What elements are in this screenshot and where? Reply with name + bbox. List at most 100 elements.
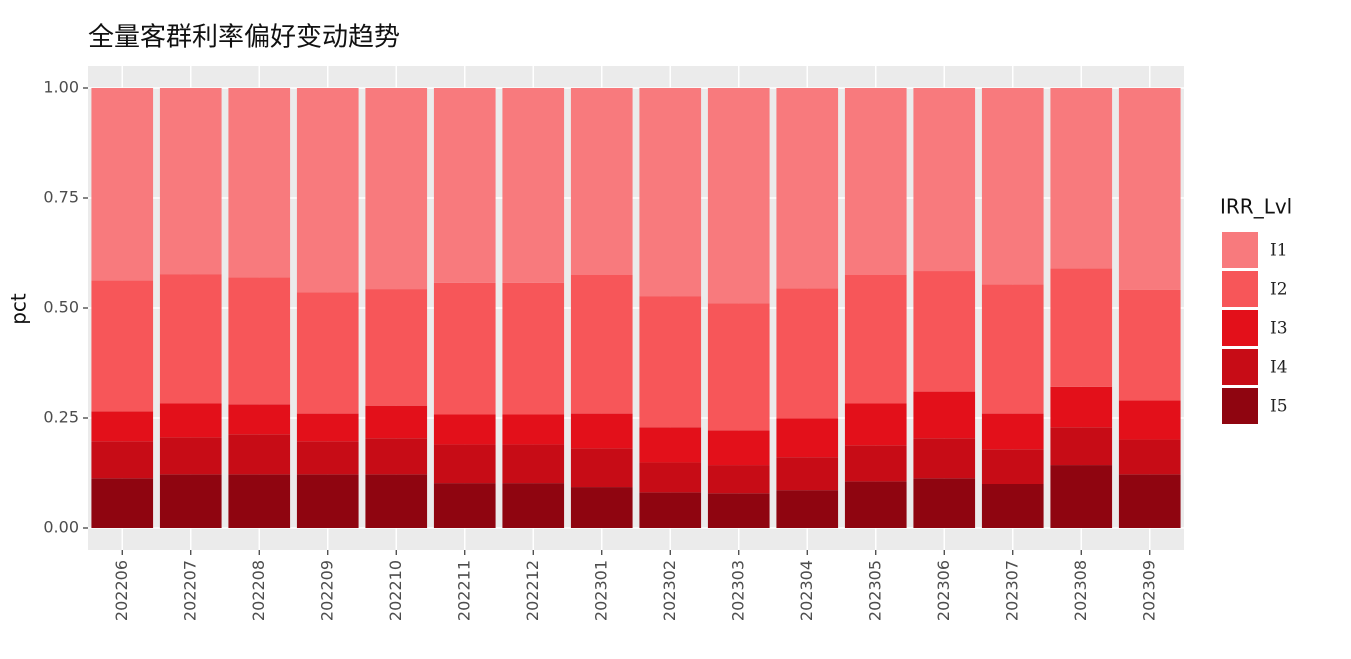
bar-segment [776, 88, 839, 289]
bar-segment [502, 414, 565, 445]
bar-segment [707, 465, 770, 494]
x-tick-label: 202207 [180, 560, 199, 621]
bar-segment [433, 444, 496, 484]
bar-segment [228, 434, 291, 475]
bar-segment [981, 484, 1044, 528]
bar-segment [1118, 289, 1181, 401]
bar-segment [844, 481, 907, 528]
bar-segment [1118, 439, 1181, 475]
legend-label: I5 [1270, 397, 1288, 417]
bar-segment [707, 303, 770, 431]
bar-segment [433, 88, 496, 283]
bar-segment [228, 277, 291, 405]
bar-segment [296, 88, 359, 293]
bar-segment [365, 405, 428, 439]
bar-segment [981, 449, 1044, 484]
bar-segment [776, 288, 839, 419]
bar-segment [639, 88, 702, 297]
bar-segment [639, 296, 702, 428]
bar-segment [570, 275, 633, 414]
legend-label: I3 [1270, 319, 1288, 339]
bar-segment [365, 438, 428, 475]
bar-segment [913, 88, 976, 272]
y-tick-label: 0.50 [43, 298, 79, 317]
x-tick-label: 202305 [865, 560, 884, 621]
x-tick-label: 202301 [591, 560, 610, 621]
bar-segment [1050, 465, 1113, 528]
bar-segment [707, 88, 770, 304]
bar-segment [296, 413, 359, 442]
bar-segment [913, 271, 976, 392]
bar-segment [502, 88, 565, 283]
bar-segment [159, 474, 222, 528]
bar-segment [776, 457, 839, 491]
bar-segment [844, 275, 907, 404]
legend-key [1222, 310, 1258, 346]
bar-segment [159, 274, 222, 404]
x-tick-label: 202306 [934, 560, 953, 621]
bar-segment [91, 478, 154, 528]
bar-segment [570, 413, 633, 449]
x-tick-label: 202308 [1071, 560, 1090, 621]
bar-segment [570, 88, 633, 275]
legend-key [1222, 388, 1258, 424]
bar-segment [1050, 268, 1113, 387]
bar-segment [228, 88, 291, 278]
bar-segment [981, 284, 1044, 414]
bar-segment [1050, 88, 1113, 269]
x-tick-label: 202307 [1002, 560, 1021, 621]
bar-segment [433, 282, 496, 415]
bar-segment [570, 448, 633, 488]
bar-segment [1050, 427, 1113, 466]
bar-segment [91, 88, 154, 281]
bar-segment [296, 474, 359, 528]
bar-segment [159, 88, 222, 275]
x-tick-label: 202206 [112, 560, 131, 621]
bar-segment [159, 437, 222, 475]
bar-segment [913, 478, 976, 528]
y-tick-label: 0.25 [43, 408, 79, 427]
bar-segment [1118, 88, 1181, 290]
bar-segment [844, 445, 907, 482]
y-tick-label: 1.00 [43, 78, 79, 97]
y-axis-title: pct [7, 293, 31, 325]
bar-segment [776, 490, 839, 528]
bar-segment [365, 289, 428, 406]
bar-segment [159, 403, 222, 438]
bar-segment [91, 441, 154, 479]
bar-segment [981, 88, 1044, 285]
bar-segment [776, 418, 839, 458]
bar-segment [1118, 474, 1181, 528]
bar-segment [844, 88, 907, 275]
chart-title: 全量客群利率偏好变动趋势 [88, 23, 400, 53]
legend-key [1222, 232, 1258, 268]
bar-segment [844, 403, 907, 446]
x-tick-label: 202302 [660, 560, 679, 621]
bar-segment [296, 292, 359, 414]
y-tick-label: 0.00 [43, 518, 79, 537]
x-tick-label: 202304 [797, 560, 816, 621]
bar-segment [433, 414, 496, 445]
x-tick-label: 202303 [728, 560, 747, 621]
bar-segment [707, 493, 770, 528]
bar-segment [228, 404, 291, 435]
bar-segment [433, 483, 496, 528]
bar-segment [502, 282, 565, 415]
bar-segment [1118, 400, 1181, 440]
legend-key [1222, 271, 1258, 307]
legend-key [1222, 349, 1258, 385]
bar-segment [365, 88, 428, 290]
y-tick-label: 0.75 [43, 188, 79, 207]
bar-segment [228, 474, 291, 528]
x-tick-label: 202212 [523, 560, 542, 621]
x-tick-label: 202208 [249, 560, 268, 621]
bar-segment [913, 391, 976, 439]
bar-segment [91, 411, 154, 442]
bar-segment [502, 444, 565, 484]
bar-segment [502, 483, 565, 528]
bar-segment [639, 492, 702, 528]
x-tick-label: 202210 [386, 560, 405, 621]
legend-label: I2 [1270, 280, 1288, 300]
bar-segment [639, 462, 702, 493]
